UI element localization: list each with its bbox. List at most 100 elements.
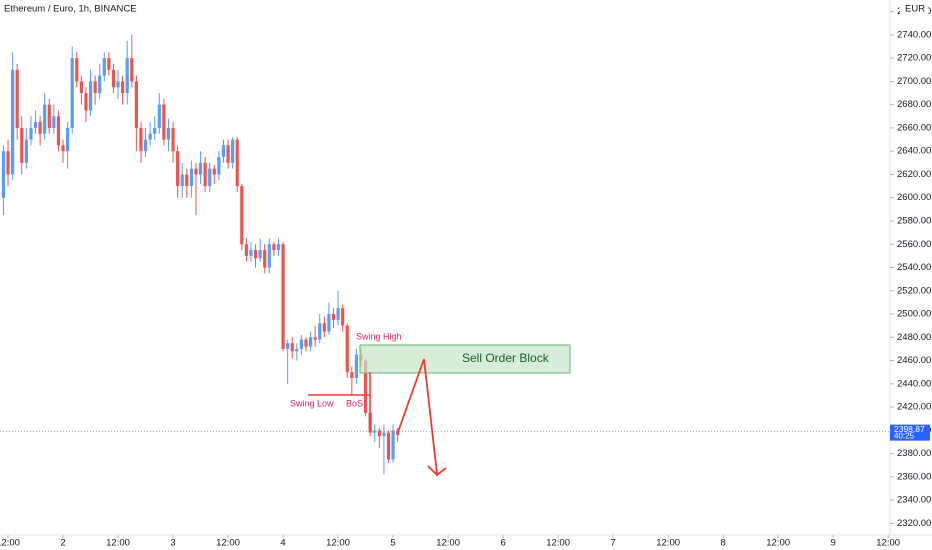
candle-body — [336, 308, 340, 320]
candle-body — [166, 127, 171, 140]
candle-body — [272, 244, 276, 251]
swing-high-label: Swing High — [356, 331, 402, 341]
candle-body — [198, 162, 203, 175]
candle-body — [194, 168, 198, 175]
candle-body — [33, 122, 38, 128]
candle-body — [249, 250, 253, 256]
y-tick-label: 2520.00 — [897, 285, 931, 296]
x-tick-label: 5 — [390, 538, 395, 549]
candle-body — [391, 430, 395, 460]
candle-body — [157, 104, 161, 128]
candle-body — [322, 323, 326, 332]
candle-body — [226, 145, 230, 163]
candle-body — [286, 343, 290, 349]
currency: EUR — [905, 4, 925, 15]
candle-body — [281, 244, 285, 349]
projection-arrow — [397, 358, 438, 475]
candle-body — [299, 339, 304, 349]
candle-body — [107, 58, 111, 70]
candle-body — [38, 122, 42, 134]
candle-body — [93, 81, 97, 94]
candle-body — [382, 432, 386, 437]
y-tick-label: 2540.00 — [897, 262, 931, 273]
candle-body — [6, 151, 10, 175]
candle-body — [386, 432, 391, 460]
candle-body — [47, 104, 51, 128]
x-tick-label: 12:00 — [656, 538, 680, 549]
y-tick-label: 2420.00 — [897, 402, 931, 413]
candle-body — [66, 127, 70, 152]
candle-body — [111, 69, 116, 88]
y-tick-label: 2680.00 — [897, 99, 931, 110]
candle-body — [1, 151, 6, 198]
candle-body — [263, 250, 267, 268]
candle-body — [148, 133, 152, 140]
candle-body — [24, 139, 28, 163]
candle-body — [377, 430, 381, 437]
last-price-box — [890, 424, 930, 441]
x-tick-label: 6 — [500, 538, 505, 549]
y-tick-label: 2340.00 — [897, 495, 931, 506]
x-tick-label: 12:00 — [546, 538, 570, 549]
candle-body — [61, 145, 65, 152]
order-block-label: Sell Order Block — [462, 351, 550, 365]
candle-body — [253, 250, 258, 259]
candle-body — [162, 104, 166, 140]
candle-body — [15, 69, 19, 128]
y-tick-label: 2440.00 — [897, 378, 931, 389]
x-tick-label: 8 — [720, 538, 725, 549]
countdown-label: 40:25 — [894, 432, 915, 441]
candle-body — [185, 174, 189, 187]
y-tick-label: 2560.00 — [897, 239, 931, 250]
candle-body — [327, 314, 331, 332]
candle-body — [290, 343, 294, 352]
candle-body — [70, 58, 74, 128]
candle-body — [244, 244, 248, 256]
candle-body — [240, 186, 244, 245]
x-tick-label: 9 — [831, 538, 836, 549]
candle-body — [79, 81, 83, 94]
candle-body — [318, 323, 322, 340]
y-tick-label: 2360.00 — [897, 471, 931, 482]
x-tick-label: 12:00 — [216, 538, 240, 549]
candle-body — [29, 127, 33, 140]
y-tick-label: 2500.00 — [897, 309, 931, 320]
candle-body — [313, 337, 317, 340]
candle-body — [304, 339, 308, 347]
candle-body — [231, 139, 235, 163]
candle-body — [276, 244, 281, 251]
candle-body — [143, 139, 148, 152]
x-tick-label: 12:00 — [0, 538, 20, 549]
price-axis: 2320.002340.002360.002380.002400.002420.… — [890, 6, 931, 529]
x-tick-label: 7 — [610, 538, 615, 549]
y-tick-label: 2720.00 — [897, 53, 931, 64]
candle-body — [341, 308, 345, 326]
y-tick-label: 2640.00 — [897, 146, 931, 157]
arrow-head — [427, 465, 447, 477]
order-block-zone — [359, 344, 571, 374]
candle-body — [189, 168, 193, 187]
y-tick-label: 2600.00 — [897, 192, 931, 203]
candle-body — [171, 127, 175, 152]
x-tick-label: 3 — [170, 538, 175, 549]
candle-body — [345, 325, 349, 373]
candle-body — [308, 337, 313, 347]
candle-body — [84, 93, 88, 111]
y-tick-label: 2320.00 — [897, 518, 931, 529]
x-tick-label: 12:00 — [106, 538, 130, 549]
candle-body — [180, 174, 184, 187]
candle-body — [354, 354, 359, 378]
candle-body — [121, 81, 125, 94]
candle-body — [102, 58, 106, 76]
candle-body — [52, 116, 56, 128]
candle-body — [11, 69, 15, 175]
bos-label: BoS — [346, 398, 363, 408]
candle-body — [203, 162, 207, 187]
candle-body — [363, 360, 368, 413]
x-tick-label: 12:00 — [876, 538, 900, 549]
x-tick-label: 2 — [60, 538, 65, 549]
candle-body — [212, 168, 216, 175]
x-tick-label: 12:00 — [766, 538, 790, 549]
y-tick-label: 2480.00 — [897, 332, 931, 343]
